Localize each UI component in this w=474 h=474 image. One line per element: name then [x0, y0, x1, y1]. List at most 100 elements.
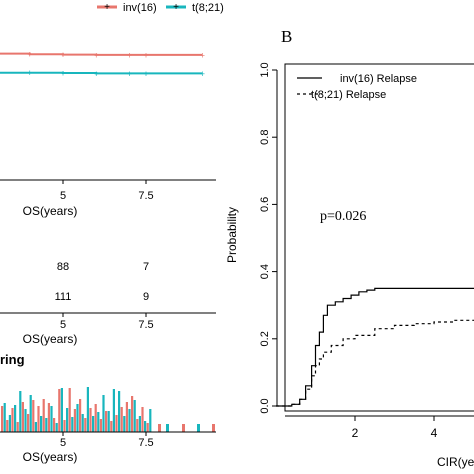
censoring-bar [89, 408, 92, 432]
cir-y-tick-label: 0.6 [259, 197, 271, 212]
censoring-bar [1, 406, 4, 432]
censoring-bar [21, 402, 24, 432]
censoring-x-label: OS(years) [23, 450, 78, 464]
censor-mark: + [94, 69, 99, 79]
censoring-bar [149, 409, 152, 432]
censoring-tick-label-5: 5 [60, 437, 66, 449]
survival-tick-label-7-5: 7.5 [138, 190, 153, 202]
censoring-bar [47, 403, 50, 432]
censoring-bar [115, 415, 118, 432]
censor-mark: + [60, 69, 65, 79]
censoring-bar [3, 403, 6, 432]
cir-y-tick-label: 0.4 [259, 264, 271, 279]
censoring-tick-label-7-5: 7.5 [138, 437, 153, 449]
censoring-bar [94, 404, 97, 432]
legend-label-t821: t(8;21) [192, 2, 224, 14]
censor-mark: + [27, 68, 32, 78]
cir-y-axis: 0.0 0.2 0.4 0.6 0.8 1.0 Probability [225, 62, 278, 414]
censoring-bar [131, 396, 134, 432]
censoring-bar [102, 395, 105, 432]
risk-tick-label-7-5: 7.5 [138, 319, 153, 331]
risk-cell-inv16-5: 88 [57, 261, 69, 273]
survival-x-axis: 5 7.5 OS(years) [0, 179, 216, 218]
censor-mark: + [127, 50, 132, 60]
panel-a: + inv(16) + t(8;21) ++++++++++++++++++++… [0, 2, 224, 464]
censoring-bar [197, 424, 200, 432]
cir-y-tick-label: 0.8 [259, 130, 271, 145]
censoring-bar [92, 416, 95, 432]
cir-y-tick-label: 0.0 [259, 398, 271, 413]
censoring-bar [166, 424, 169, 432]
risk-cell-t821-5: 111 [55, 291, 72, 303]
censor-mark: + [200, 69, 205, 79]
censoring-bar [34, 422, 37, 432]
legend-marker-t821: + [173, 2, 179, 13]
censoring-bar [107, 411, 110, 432]
censoring-bar [123, 416, 126, 432]
censoring-bar [42, 399, 45, 432]
censoring-bar [40, 416, 43, 432]
survival-x-label: OS(years) [23, 204, 78, 218]
censoring-bar [182, 424, 185, 432]
censoring-bar [128, 409, 131, 432]
panel-b-title: B [281, 27, 292, 46]
censor-mark: + [143, 50, 148, 60]
cir-legend: inv(16) Relapse t(8;21) Relapse [297, 73, 417, 101]
censoring-bar [105, 411, 108, 432]
censoring-bar [120, 407, 123, 432]
risk-tick-label-5: 5 [60, 319, 66, 331]
censoring-bar [86, 387, 89, 432]
censor-mark: + [94, 50, 99, 60]
legend-marker-inv16: + [104, 2, 110, 13]
survival-lines: ++++++++++++++++++++ [0, 50, 205, 79]
cir-y-tick-label: 1.0 [259, 62, 271, 77]
risk-cell-inv16-7-5: 7 [143, 261, 149, 273]
censoring-bar [55, 423, 58, 432]
cir-y-label: Probability [225, 207, 239, 263]
risk-cell-t821-7-5: 9 [143, 291, 149, 303]
censoring-bar [138, 416, 141, 432]
censoring-bars [1, 387, 215, 432]
p-value-annotation: p=0.026 [320, 209, 366, 224]
censoring-bar [53, 418, 56, 432]
cir-x-tick-label-4: 4 [431, 426, 438, 440]
censoring-bar [58, 389, 61, 432]
censoring-title: ring [0, 352, 25, 367]
survival-tick-label-5: 5 [60, 190, 66, 202]
censoring-bar [144, 421, 147, 432]
censoring-bar [125, 402, 128, 432]
censoring-bar [81, 414, 84, 432]
censoring-bar [29, 395, 32, 432]
survival-line-t821 [0, 71, 203, 75]
cir-x-label: CIR(yea [437, 455, 474, 469]
cir-plot-frame [284, 63, 474, 412]
censoring-bar [97, 412, 100, 432]
censoring-bar [6, 420, 9, 432]
censoring-bar [68, 388, 71, 432]
censoring-bar [60, 388, 63, 432]
censor-mark: + [27, 50, 32, 60]
censoring-bar [112, 389, 115, 432]
censoring-bar [118, 391, 121, 432]
cir-line-t821-relapse [276, 319, 474, 407]
censoring-bar [19, 391, 22, 432]
censoring-bar [79, 399, 82, 432]
risk-x-label: OS(years) [23, 332, 78, 346]
censoring-bar [76, 404, 79, 432]
censoring-bar [136, 419, 139, 432]
censoring-bar [110, 421, 113, 432]
censoring-bar [8, 415, 11, 432]
censoring-plot: ring 5 7.5 OS(years) [0, 352, 216, 464]
cir-lines [276, 287, 474, 407]
survival-line-inv16 [0, 52, 203, 56]
cir-x-tick-label-2: 2 [352, 426, 359, 440]
censor-mark: + [127, 69, 132, 79]
censor-mark: + [200, 50, 205, 60]
censoring-bar [14, 405, 17, 432]
censoring-bar [212, 424, 215, 432]
panel-a-legend: + inv(16) + t(8;21) [97, 2, 224, 14]
panel-b: B 0.0 0.2 0.4 0.6 0.8 1.0 Probability inv(16)… [225, 27, 474, 469]
censoring-bar [158, 424, 161, 432]
censoring-bar [99, 419, 102, 432]
